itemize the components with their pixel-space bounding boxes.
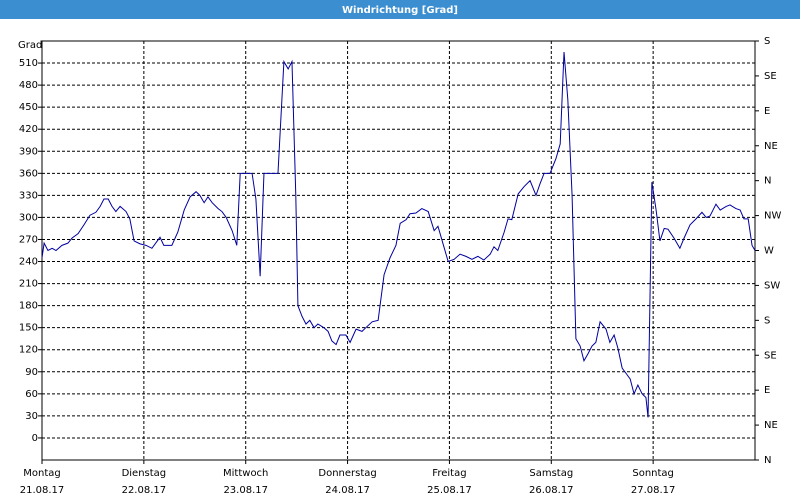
x-tick-label: Samstag [529, 468, 573, 479]
y2-tick-label: S [764, 315, 770, 326]
x-tick-date: 26.08.17 [529, 485, 574, 496]
x-tick-date: 22.08.17 [122, 485, 167, 496]
x-tick-label: Mittwoch [223, 468, 268, 479]
y2-tick-label: W [764, 246, 774, 257]
y2-tick-label: NW [764, 211, 781, 222]
y2-tick-label: E [764, 385, 770, 396]
data-line [41, 51, 756, 418]
y-tick-label: 60 [25, 389, 38, 400]
x-tick-label: Dienstag [122, 468, 167, 479]
x-tick-label: Donnerstag [318, 468, 376, 479]
y-tick-label: 30 [25, 411, 38, 422]
y2-tick-label: N [764, 455, 771, 466]
y-tick-label: 210 [19, 279, 38, 290]
y-tick-label: 420 [19, 124, 38, 135]
x-tick-label: Montag [23, 468, 60, 479]
title-bar [0, 0, 800, 19]
y-tick-label: 240 [19, 257, 38, 268]
y-tick-label: 480 [19, 80, 38, 91]
x-tick-date: 27.08.17 [631, 485, 676, 496]
y-tick-label: 510 [19, 58, 38, 69]
x-tick-label: Freitag [432, 468, 466, 479]
y2-tick-label: SE [764, 71, 777, 82]
y2-tick-label: NE [764, 141, 778, 152]
y-tick-label: 300 [19, 212, 38, 223]
y-tick-label: 330 [19, 190, 38, 201]
chart-title: Windrichtung [Grad] [342, 5, 458, 16]
y2-tick-label: S [764, 36, 770, 47]
y-tick-label: 450 [19, 102, 38, 113]
y-tick-label: 0 [32, 433, 38, 444]
y-tick-label: 360 [19, 168, 38, 179]
y2-tick-label: NE [764, 420, 778, 431]
x-tick-date: 23.08.17 [223, 485, 268, 496]
y-axis-label: Grad [18, 40, 42, 51]
y-tick-label: 180 [19, 301, 38, 312]
y-tick-label: 90 [25, 367, 38, 378]
y-tick-label: 120 [19, 345, 38, 356]
y-tick-label: 150 [19, 323, 38, 334]
y2-tick-label: E [764, 106, 770, 117]
y-tick-label: 270 [19, 234, 38, 245]
x-tick-date: 24.08.17 [325, 485, 370, 496]
y2-tick-label: N [764, 176, 771, 187]
x-tick-date: 21.08.17 [20, 485, 65, 496]
y2-tick-label: SW [764, 280, 780, 291]
x-tick-label: Sonntag [632, 468, 674, 479]
y2-tick-label: SE [764, 350, 777, 361]
x-tick-date: 25.08.17 [427, 485, 472, 496]
y-tick-label: 390 [19, 146, 38, 157]
